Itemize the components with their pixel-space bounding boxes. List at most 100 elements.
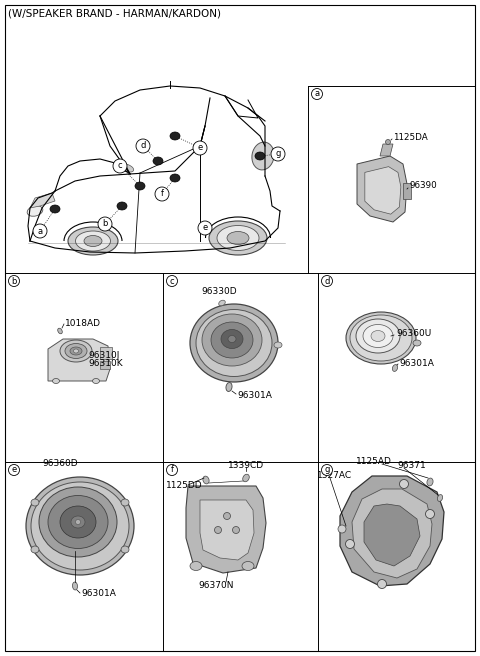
Polygon shape	[357, 156, 407, 222]
Ellipse shape	[243, 474, 249, 482]
Ellipse shape	[153, 157, 163, 165]
Ellipse shape	[31, 482, 129, 570]
Circle shape	[167, 464, 178, 476]
Text: b: b	[102, 220, 108, 228]
Ellipse shape	[346, 312, 416, 364]
Text: b: b	[12, 276, 17, 285]
Circle shape	[399, 480, 408, 489]
Ellipse shape	[50, 205, 60, 213]
Polygon shape	[30, 193, 55, 208]
Text: 96301A: 96301A	[237, 390, 272, 400]
Ellipse shape	[75, 231, 110, 251]
Ellipse shape	[68, 227, 118, 255]
Ellipse shape	[226, 382, 232, 392]
Text: 96310J: 96310J	[88, 350, 120, 359]
Ellipse shape	[437, 495, 443, 501]
Ellipse shape	[170, 132, 180, 140]
Ellipse shape	[70, 347, 82, 355]
Ellipse shape	[75, 520, 81, 525]
Ellipse shape	[121, 499, 129, 506]
Text: 96390: 96390	[409, 182, 437, 190]
Ellipse shape	[385, 140, 391, 144]
Circle shape	[271, 147, 285, 161]
Text: e: e	[203, 224, 208, 232]
Ellipse shape	[209, 221, 267, 255]
Ellipse shape	[93, 379, 99, 384]
Polygon shape	[380, 144, 393, 156]
Text: 96370N: 96370N	[198, 581, 234, 590]
Ellipse shape	[84, 236, 102, 247]
Polygon shape	[352, 489, 432, 578]
Ellipse shape	[190, 304, 278, 382]
Ellipse shape	[31, 499, 39, 506]
Text: 1339CD: 1339CD	[228, 462, 264, 470]
Text: c: c	[170, 276, 174, 285]
Ellipse shape	[274, 342, 282, 348]
Ellipse shape	[27, 206, 43, 216]
Text: 96360U: 96360U	[396, 329, 431, 337]
Circle shape	[155, 187, 169, 201]
Ellipse shape	[60, 340, 92, 362]
Text: 96330D: 96330D	[201, 287, 237, 295]
Circle shape	[33, 224, 47, 238]
Circle shape	[232, 527, 240, 533]
Circle shape	[322, 276, 333, 287]
Ellipse shape	[73, 349, 79, 353]
Text: 1018AD: 1018AD	[65, 319, 101, 327]
Text: 96301A: 96301A	[399, 358, 434, 367]
Text: g: g	[276, 150, 281, 159]
Circle shape	[136, 139, 150, 153]
Circle shape	[322, 464, 333, 476]
Circle shape	[224, 512, 230, 520]
Circle shape	[198, 221, 212, 235]
Ellipse shape	[363, 325, 393, 348]
Text: 96360D: 96360D	[42, 459, 78, 468]
Ellipse shape	[392, 365, 397, 371]
Polygon shape	[48, 339, 110, 381]
Ellipse shape	[219, 300, 225, 306]
Circle shape	[346, 539, 355, 548]
Text: 1125AD: 1125AD	[356, 457, 392, 466]
Polygon shape	[340, 476, 444, 586]
Ellipse shape	[120, 164, 134, 172]
Ellipse shape	[350, 315, 412, 361]
Ellipse shape	[170, 174, 180, 182]
Ellipse shape	[203, 476, 209, 484]
Ellipse shape	[117, 202, 127, 210]
Circle shape	[377, 579, 386, 588]
Text: 1327AC: 1327AC	[317, 472, 352, 480]
Circle shape	[215, 527, 221, 533]
Bar	[100, 347, 112, 359]
Ellipse shape	[217, 226, 259, 251]
Ellipse shape	[52, 379, 60, 384]
Ellipse shape	[196, 310, 272, 377]
Text: 96301A: 96301A	[81, 590, 116, 598]
Ellipse shape	[190, 562, 202, 571]
Circle shape	[193, 141, 207, 155]
Ellipse shape	[60, 506, 96, 538]
Text: f: f	[170, 466, 173, 474]
Ellipse shape	[427, 478, 433, 486]
Text: a: a	[37, 226, 43, 236]
Text: 1125DD: 1125DD	[166, 482, 203, 491]
Ellipse shape	[48, 495, 108, 548]
Text: 96310K: 96310K	[88, 359, 122, 369]
Circle shape	[113, 159, 127, 173]
Circle shape	[98, 217, 112, 231]
Ellipse shape	[202, 314, 262, 366]
Circle shape	[338, 525, 346, 533]
Ellipse shape	[135, 182, 145, 190]
Ellipse shape	[121, 546, 129, 553]
Circle shape	[425, 510, 434, 518]
Ellipse shape	[252, 142, 274, 170]
Ellipse shape	[228, 335, 236, 342]
Ellipse shape	[255, 152, 265, 160]
Text: d: d	[324, 276, 330, 285]
Circle shape	[9, 276, 20, 287]
Ellipse shape	[31, 546, 39, 553]
Polygon shape	[200, 500, 254, 560]
Text: g: g	[324, 466, 330, 474]
Ellipse shape	[71, 516, 85, 528]
Ellipse shape	[39, 487, 117, 557]
Ellipse shape	[72, 582, 77, 590]
